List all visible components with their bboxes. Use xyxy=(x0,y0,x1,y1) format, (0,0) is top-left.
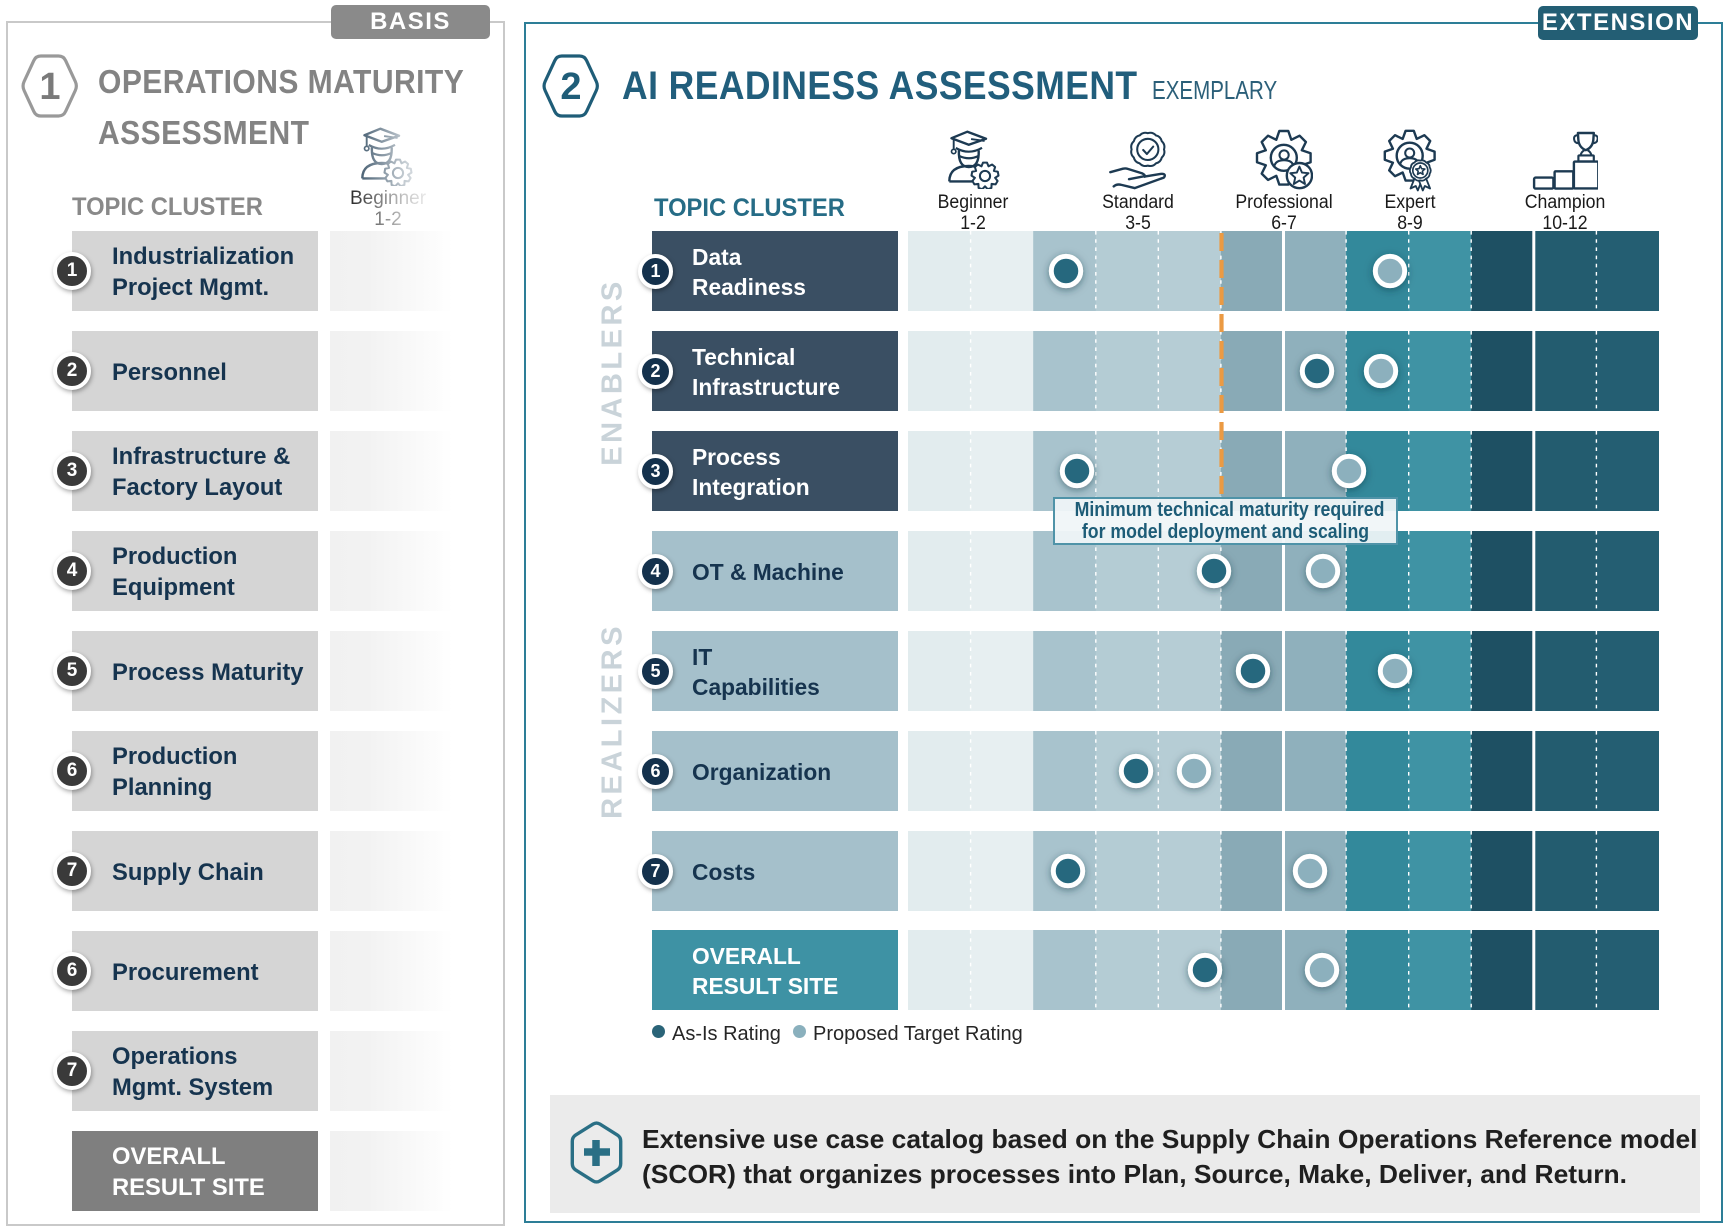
svg-text:2: 2 xyxy=(560,66,581,108)
svg-text:1: 1 xyxy=(39,66,60,108)
